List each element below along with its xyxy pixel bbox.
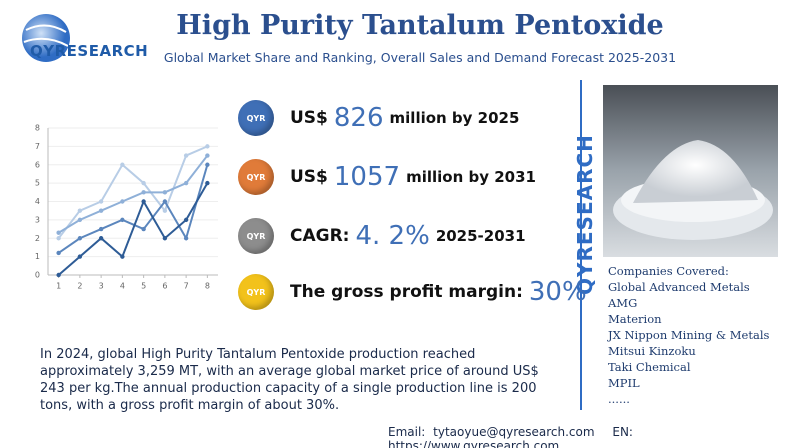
point [141, 190, 146, 195]
footer: Email: tytaoyue@qyresearch.com EN: https… [388, 425, 800, 448]
summary-paragraph: In 2024, global High Purity Tantalum Pen… [40, 347, 539, 413]
point [120, 162, 125, 167]
divider [580, 80, 582, 410]
x-tick-label: 1 [56, 282, 61, 291]
point [77, 236, 83, 241]
stat-row: QYR The gross profit margin: 30% [238, 272, 593, 312]
point [56, 230, 61, 235]
y-tick-label: 4 [35, 197, 40, 206]
point [98, 208, 104, 213]
x-tick-label: 3 [99, 282, 104, 291]
stat-badge: QYR [238, 218, 274, 254]
point [141, 180, 146, 186]
stat-prefix: US$ [290, 167, 328, 187]
point [77, 254, 83, 259]
x-tick-label: 5 [141, 282, 146, 291]
stat-value: 30% [528, 277, 587, 307]
stat-suffix: million by 2025 [389, 109, 520, 127]
companies-heading: Companies Covered: [608, 264, 729, 278]
point [56, 250, 61, 256]
point [141, 199, 146, 204]
point [162, 208, 168, 213]
point [183, 236, 189, 241]
logo-globe [22, 14, 70, 62]
x-tick-label: 6 [162, 282, 167, 291]
y-tick-label: 8 [35, 124, 40, 133]
point [183, 153, 189, 158]
point [77, 208, 83, 213]
y-tick-label: 2 [35, 234, 40, 243]
stat-value: 1057 [333, 162, 401, 192]
company: ...... [608, 392, 630, 406]
stat-badge: QYR [238, 274, 274, 310]
point [77, 217, 83, 223]
y-tick-label: 5 [35, 179, 40, 188]
stat-suffix: 2025-2031 [435, 227, 526, 245]
x-tick-label: 7 [184, 282, 189, 291]
point [183, 217, 189, 223]
stat-row: QYR CAGR: 4. 2% 2025-2031 [238, 216, 526, 256]
logo-text: QYRESEARCH [30, 42, 149, 60]
x-tick-label: 4 [120, 282, 125, 291]
point [205, 162, 210, 167]
point [120, 254, 125, 259]
series-line [57, 145, 208, 239]
web-label: EN: [612, 425, 633, 439]
point [141, 226, 146, 232]
point [56, 236, 61, 241]
company: JX Nippon Mining & Metals [608, 328, 770, 342]
companies: Companies Covered: Global Advanced Metals… [608, 263, 769, 407]
stat-prefix: CAGR: [290, 226, 350, 246]
stat-suffix: million by 2031 [406, 168, 536, 186]
point [56, 272, 61, 278]
series-line [58, 164, 209, 254]
y-tick-label: 1 [35, 252, 40, 261]
subtitle: Global Market Share and Ranking, Overall… [163, 50, 677, 65]
y-tick-label: 7 [35, 142, 40, 151]
stat-prefix: The gross profit margin: [290, 282, 523, 302]
point [98, 226, 104, 232]
point [205, 144, 210, 149]
stat-value: 4. 2% [355, 221, 430, 251]
company: MPIL [608, 376, 640, 390]
point [120, 217, 125, 223]
email: tytaoyue@qyresearch.com [433, 425, 595, 439]
series-line [58, 154, 209, 234]
point [162, 199, 168, 204]
point [120, 199, 125, 204]
series-line [57, 182, 209, 276]
website: https://www.qyresearch.com [388, 439, 560, 448]
point [205, 153, 210, 158]
point [205, 180, 210, 186]
point [162, 190, 168, 195]
y-tick-label: 0 [35, 271, 40, 280]
point [98, 236, 104, 241]
company: Taki Chemical [608, 360, 691, 374]
title: High Purity Tantalum Pentoxide [176, 10, 664, 41]
email-label: Email: [388, 425, 426, 439]
company: AMG [608, 296, 638, 310]
y-tick-label: 6 [35, 160, 40, 169]
x-tick-label: 8 [205, 282, 210, 291]
stat-row: QYR US$ 826 million by 2025 [238, 98, 519, 138]
company: Mitsui Kinzoku [608, 344, 696, 358]
stat-prefix: US$ [290, 108, 328, 128]
stat-value: 826 [333, 103, 384, 133]
company: Materion [608, 312, 662, 326]
stat-row: QYR US$ 1057 million by 2031 [238, 157, 536, 197]
point [98, 199, 104, 204]
company: Global Advanced Metals [608, 280, 750, 294]
stat-badge: QYR [238, 159, 274, 195]
product-photo [603, 85, 778, 257]
line-chart: 0 1 2 3 4 5 6 7 8 1 2 3 4 5 6 7 8 [35, 124, 218, 291]
point [183, 180, 189, 186]
y-tick-label: 3 [35, 215, 40, 224]
point [162, 236, 168, 241]
x-tick-label: 2 [77, 282, 82, 291]
stat-badge: QYR [238, 100, 274, 136]
